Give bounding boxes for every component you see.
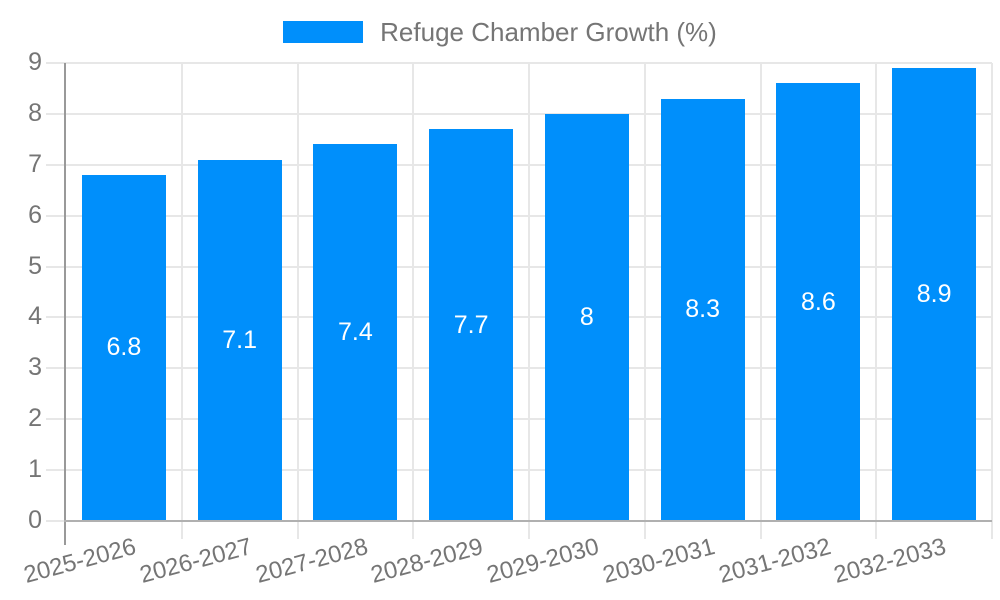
bar-value-label: 7.7 [453,310,489,339]
bar[interactable]: 8.6 [776,83,861,521]
bar[interactable]: 7.1 [197,159,282,521]
y-tick [46,316,66,319]
bar[interactable]: 8 [544,113,629,521]
bar[interactable]: 7.4 [313,144,398,521]
v-gridline [759,63,762,539]
x-axis-label-text: 2026-2027 [136,533,255,589]
bar-value-label: 8.9 [916,280,952,309]
y-tick [46,418,66,421]
x-axis-label-text: 2027-2028 [252,533,371,589]
legend[interactable]: Refuge Chamber Growth (%) [0,17,1000,47]
y-tick [46,469,66,472]
x-axis-label-text: 2032-2033 [831,533,950,589]
y-tick [46,62,66,64]
v-gridline [412,63,415,539]
y-axis-label: 4 [28,302,42,331]
y-tick [46,367,66,370]
x-axis-label-text: 2025-2026 [21,533,139,589]
bar[interactable]: 6.8 [81,174,166,521]
bar-value-label: 8 [579,302,594,331]
x-axis-label-text: 2029-2030 [484,533,602,589]
bar-value-label: 8.3 [685,295,720,324]
x-axis-label-text: 2028-2029 [368,533,487,589]
y-axis-label: 8 [28,98,42,127]
bar-value-label: 7.1 [222,325,257,354]
v-gridline [991,63,993,539]
y-axis-label: 6 [28,200,42,229]
bar-value-label: 7.4 [337,318,373,347]
bar-value-label: 8.6 [800,287,836,316]
y-axis-label: 7 [28,149,42,178]
v-gridline [528,63,530,539]
x-axis-line [64,520,992,522]
x-axis-label-text: 2031-2032 [715,533,834,589]
y-axis-line [64,63,66,545]
y-axis-label: 0 [28,505,42,534]
y-axis-label: 3 [28,353,42,382]
legend-label: Refuge Chamber Growth (%) [380,17,717,47]
y-tick [46,163,66,166]
y-tick [46,520,66,522]
v-gridline [180,63,183,539]
bar[interactable]: 8.3 [660,98,745,521]
legend-swatch-icon [283,21,364,43]
y-tick [46,112,66,115]
v-gridline [875,63,878,539]
y-axis-label: 5 [28,251,42,280]
y-tick [46,265,66,268]
x-axis-label-text: 2030-2031 [599,533,718,589]
y-tick [46,214,66,217]
bar[interactable]: 7.7 [429,129,514,521]
y-axis-label: 9 [28,47,42,76]
v-gridline [643,63,646,539]
bar-value-label: 6.8 [106,333,142,362]
y-axis-label: 1 [28,455,42,484]
y-axis-label: 2 [28,404,42,433]
v-gridline [296,63,299,539]
bar[interactable]: 8.9 [892,68,977,521]
